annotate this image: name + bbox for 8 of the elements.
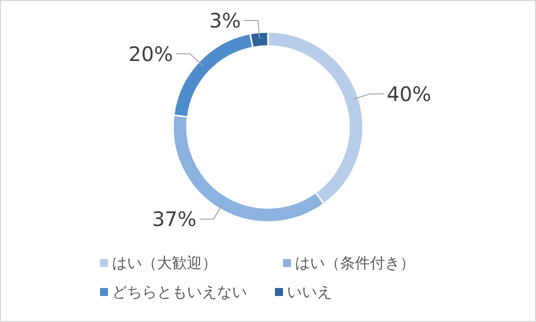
legend-label: はい（条件付き） (295, 254, 415, 272)
data-label: 40% (386, 82, 432, 106)
data-label: 3% (209, 8, 241, 32)
legend-label: どちらともいえない (112, 283, 247, 301)
data-label: 20% (128, 42, 173, 66)
legend-label: いいえ (287, 283, 332, 301)
data-label: 37% (152, 207, 197, 232)
legend-label: はい（大歓迎） (112, 254, 217, 272)
